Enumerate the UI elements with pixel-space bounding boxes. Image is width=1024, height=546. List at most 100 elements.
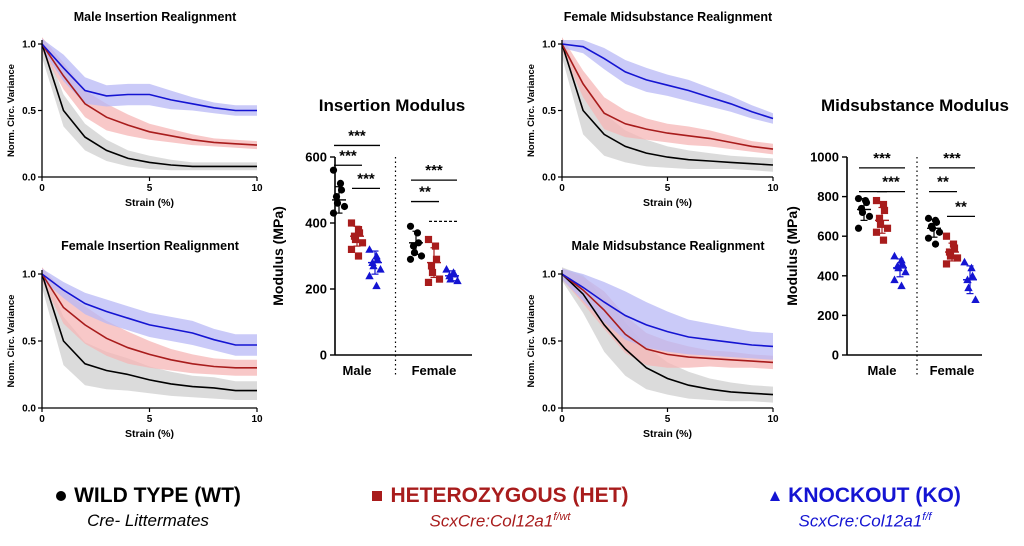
wt-series-line <box>561 273 774 396</box>
wt-data-point <box>410 249 419 257</box>
panel-title: Male Insertion Realignment <box>74 10 237 24</box>
het-data-point <box>347 245 356 253</box>
significance-label: *** <box>357 170 375 187</box>
y-axis-label: Norm. Circ. Variance <box>526 64 537 157</box>
y-axis-label: Norm. Circ. Variance <box>6 64 17 157</box>
ko-data-point <box>376 265 385 273</box>
wt-data-point <box>337 186 346 194</box>
legend-het-sublabel: ScxCre:Col12a1 <box>429 511 554 531</box>
wt-data-point <box>932 218 941 226</box>
het-series-line <box>41 43 258 146</box>
ko-data-point <box>453 276 462 285</box>
ko-data-point <box>890 251 899 260</box>
het-data-point <box>953 254 962 262</box>
het-data-point <box>431 242 440 250</box>
het-data-point <box>351 235 360 244</box>
y-tick-label: 0.5 <box>22 337 36 348</box>
group-label: Male <box>868 363 897 378</box>
ko-data-point <box>890 275 899 284</box>
het-data-point <box>949 240 958 248</box>
square-marker-icon <box>372 491 383 502</box>
het-data-point <box>872 196 881 205</box>
het-data-point <box>876 220 885 228</box>
ko-data-point <box>960 257 969 266</box>
het-data-point <box>946 252 955 260</box>
y-axis-label: Norm. Circ. Variance <box>526 295 537 388</box>
group-label: Male <box>343 363 372 378</box>
x-axis-label: Strain (%) <box>643 428 692 440</box>
y-tick-label: 1.0 <box>22 270 36 281</box>
wt-data-point <box>336 179 345 187</box>
het-data-point <box>424 235 433 244</box>
ko-data-point <box>967 263 976 272</box>
het-data-point <box>880 206 889 215</box>
y-tick-label: 1000 <box>810 150 839 165</box>
significance-label: ** <box>937 174 949 191</box>
legend-het-superscript: f/wt <box>553 511 571 523</box>
circle-marker-icon <box>56 491 67 502</box>
het-data-point <box>942 232 951 240</box>
modulus-panel: Insertion Modulus 0 200 400 600 Male Female Mod… <box>270 96 472 378</box>
x-tick-label: 0 <box>39 414 45 425</box>
y-tick-label: 0.5 <box>542 106 556 117</box>
ko-data-point <box>964 283 973 292</box>
y-tick-label: 0.0 <box>22 173 36 184</box>
y-tick-label: 800 <box>817 189 839 204</box>
het-data-point <box>347 219 356 227</box>
significance-label: ** <box>419 184 431 201</box>
het-data-point <box>424 278 433 286</box>
y-tick-label: 1.0 <box>22 40 36 51</box>
ko-sd-band <box>42 38 257 116</box>
ko-data-point <box>901 267 910 276</box>
legend-het-label: HETEROZYGOUS (HET) <box>390 484 629 507</box>
y-tick-label: 0.5 <box>542 337 556 348</box>
wt-data-point <box>417 252 426 260</box>
wt-series-line <box>561 43 774 166</box>
y-tick-label: 400 <box>817 268 839 283</box>
wt-sd-band <box>562 37 773 172</box>
y-tick-label: 0.5 <box>22 106 36 117</box>
significance-label: *** <box>882 174 900 191</box>
panel-title: Midsubstance Modulus <box>821 96 1009 115</box>
wt-data-point <box>854 194 863 203</box>
wt-data-point <box>924 214 933 222</box>
y-tick-label: 0.0 <box>542 404 556 415</box>
x-tick-label: 0 <box>559 414 565 425</box>
wt-data-point <box>931 240 940 248</box>
x-tick-label: 10 <box>767 183 779 194</box>
wt-data-point <box>406 222 415 230</box>
wt-data-point <box>329 209 338 217</box>
het-data-point <box>355 229 364 237</box>
y-tick-label: 0.0 <box>542 173 556 184</box>
wt-data-point <box>854 224 863 232</box>
significance-label: *** <box>425 162 443 179</box>
realignment-panel: Male Midsubstance Realignment 0 5 10 0.0 0.5 1… <box>526 239 779 440</box>
ko-data-point <box>372 281 381 290</box>
x-tick-label: 5 <box>147 183 153 194</box>
het-data-point <box>435 275 444 283</box>
significance-label: *** <box>943 150 961 167</box>
legend-wt-label: WILD TYPE (WT) <box>74 484 241 507</box>
ko-sd-band <box>562 268 773 360</box>
x-tick-label: 5 <box>665 414 671 425</box>
group-label: Female <box>412 363 457 378</box>
wt-series-line <box>41 43 257 168</box>
wt-data-point <box>333 199 342 207</box>
significance-label: *** <box>873 150 891 167</box>
y-tick-label: 400 <box>305 216 327 231</box>
y-tick-label: 1.0 <box>542 40 556 51</box>
wt-sd-band <box>42 37 257 171</box>
x-tick-label: 10 <box>251 183 263 194</box>
panel-title: Insertion Modulus <box>319 96 465 115</box>
het-data-point <box>950 244 959 252</box>
triangle-marker-icon <box>770 491 781 502</box>
het-series-line <box>561 273 774 364</box>
legend-ko-sublabel: ScxCre:Col12a1 <box>798 511 923 531</box>
legend-ko: KNOCKOUT (KO) ScxCre:Col12a1f/f <box>720 484 1010 532</box>
legend-wt: WILD TYPE (WT) Cre- Littermates <box>18 484 278 531</box>
realignment-panel: Male Insertion Realignment 0 5 10 0.0 0.5 1.0 S… <box>6 10 263 209</box>
y-axis-label: Norm. Circ. Variance <box>6 295 17 388</box>
het-sd-band <box>42 37 257 150</box>
y-tick-label: 0.0 <box>22 404 36 415</box>
x-axis-label: Strain (%) <box>643 197 692 209</box>
